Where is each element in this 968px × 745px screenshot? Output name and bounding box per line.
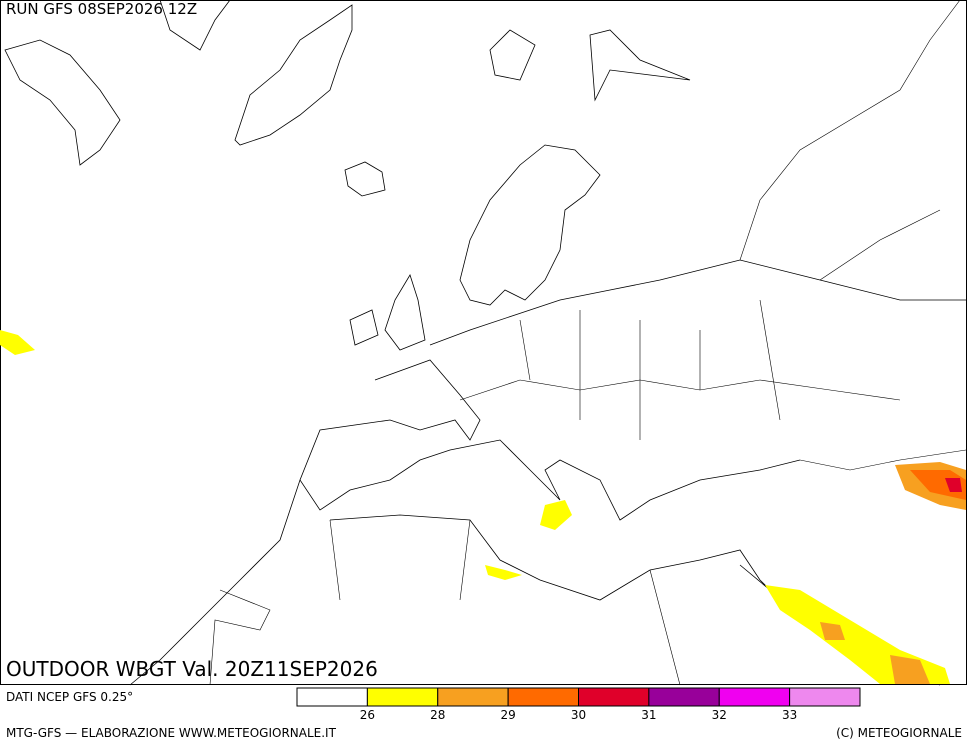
color-label: 33 [782, 708, 797, 722]
color-box [718, 687, 791, 707]
footer-left: MTG-GFS — ELABORAZIONE WWW.METEOGIORNALE… [6, 726, 337, 740]
color-box [648, 687, 720, 707]
color-label: 30 [571, 708, 586, 722]
map-outlines [4, 0, 967, 686]
color-label: 26 [360, 708, 375, 722]
color-label: 29 [500, 708, 515, 722]
map-frame [0, 0, 967, 685]
color-box [789, 687, 861, 707]
color-label: 31 [641, 708, 656, 722]
color-box [578, 687, 650, 707]
color-box [366, 687, 439, 707]
color-box [507, 687, 579, 707]
color-box [437, 687, 509, 707]
color-label: 28 [430, 708, 445, 722]
data-source: DATI NCEP GFS 0.25° [6, 690, 133, 704]
map-title: OUTDOOR WBGT Val. 20Z11SEP2026 [6, 657, 378, 681]
wbgt-fields [0, 330, 966, 684]
colorbar: 26 28 29 30 31 32 33 [296, 687, 861, 722]
color-label: 32 [712, 708, 727, 722]
run-label: RUN GFS 08SEP2026 12Z [6, 0, 197, 18]
color-box [296, 687, 368, 707]
footer-right: (C) METEOGIORNALE [836, 726, 962, 740]
